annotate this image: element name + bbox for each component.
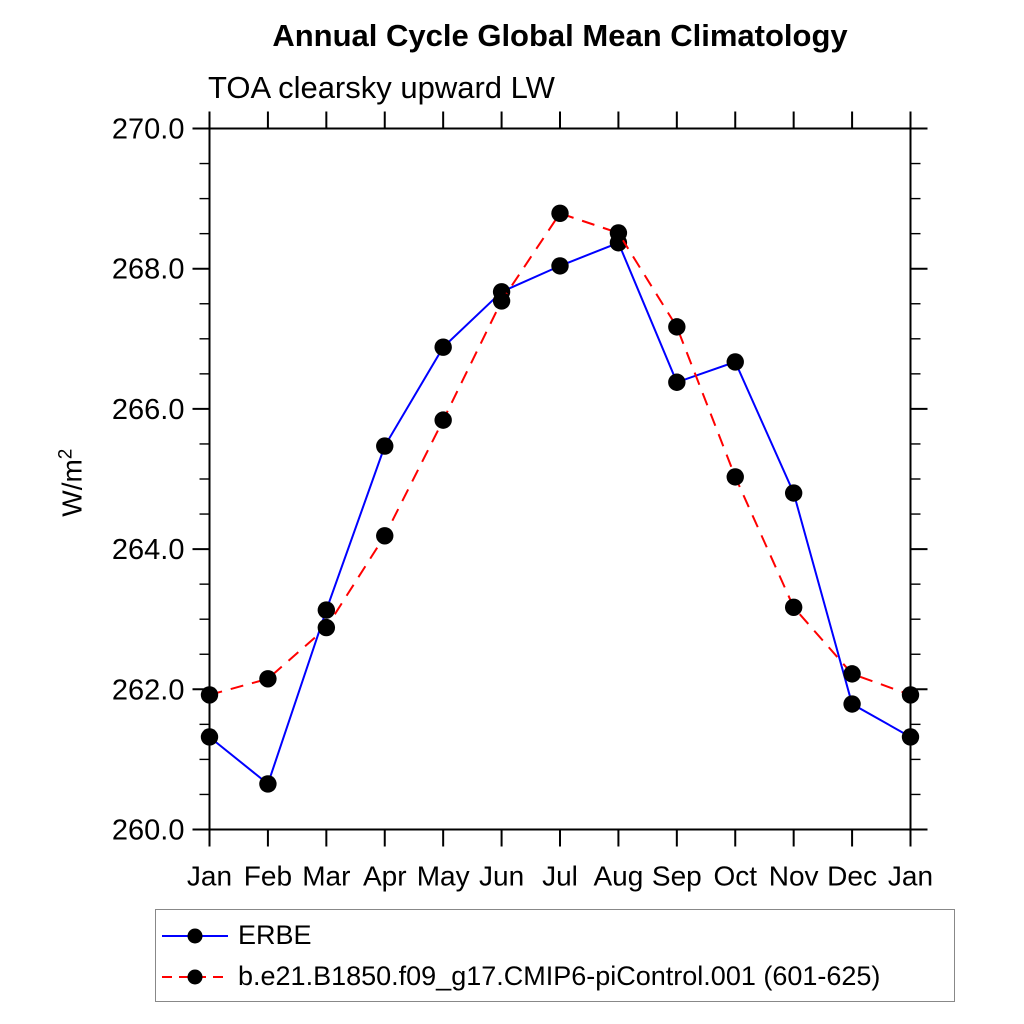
data-point-marker bbox=[726, 353, 744, 371]
data-point-marker bbox=[901, 686, 920, 704]
data-point-marker bbox=[551, 204, 569, 223]
legend-swatch-solid-line bbox=[162, 928, 228, 943]
chart-title: Annual Cycle Global Mean Climatology bbox=[272, 18, 848, 53]
data-point-marker bbox=[784, 598, 803, 616]
chart-subtitle: TOA clearsky upward LW bbox=[208, 70, 555, 105]
x-tick-label: Sep bbox=[652, 861, 702, 892]
x-tick-label: Apr bbox=[363, 861, 407, 892]
data-point-marker bbox=[726, 468, 744, 486]
x-tick-label: Jun bbox=[479, 861, 524, 892]
x-tick-label: Mar bbox=[302, 861, 350, 892]
y-tick-label: 260.0 bbox=[112, 815, 185, 847]
y-tick-label: 268.0 bbox=[112, 254, 185, 286]
legend-entry-model: b.e21.B1850.f09_g17.CMIP6-piControl.001 … bbox=[156, 956, 954, 997]
legend-entry-erbe: ERBE bbox=[156, 915, 954, 956]
data-point-marker bbox=[843, 695, 861, 713]
data-point-marker bbox=[843, 665, 861, 683]
data-point-marker bbox=[434, 411, 452, 429]
y-tick-label: 264.0 bbox=[112, 534, 185, 566]
legend-marker-icon bbox=[187, 969, 203, 984]
x-tick-label: Jul bbox=[542, 861, 578, 892]
data-point-marker bbox=[376, 527, 394, 545]
data-point-marker bbox=[376, 437, 394, 455]
y-tick-label: 270.0 bbox=[112, 114, 185, 146]
legend-box: ERBE b.e21.B1850.f09_g17.CMIP6-piControl… bbox=[155, 909, 955, 1002]
data-point-marker bbox=[901, 728, 920, 746]
data-point-marker bbox=[551, 257, 569, 275]
legend-swatch-dashed-line bbox=[162, 969, 228, 984]
data-point-marker bbox=[668, 373, 686, 391]
y-tick-label: 262.0 bbox=[112, 674, 185, 706]
data-point-marker bbox=[259, 775, 277, 793]
data-point-marker bbox=[200, 728, 219, 746]
series-line-1 bbox=[209, 212, 911, 696]
data-point-marker bbox=[492, 292, 511, 310]
data-point-marker bbox=[317, 601, 336, 619]
data-point-marker bbox=[668, 318, 686, 336]
data-point-marker bbox=[200, 686, 219, 704]
x-tick-label: Feb bbox=[244, 861, 292, 892]
x-tick-label: Dec bbox=[827, 861, 877, 892]
legend-label-erbe: ERBE bbox=[238, 920, 312, 950]
data-point-marker bbox=[317, 618, 336, 637]
x-tick-label: Oct bbox=[713, 861, 757, 892]
data-point-marker bbox=[609, 224, 628, 242]
x-tick-label: Jan bbox=[888, 861, 933, 892]
x-tick-label: Jan bbox=[187, 861, 232, 892]
data-point-marker bbox=[434, 338, 452, 356]
plot-frame bbox=[208, 127, 912, 831]
x-tick-label: May bbox=[417, 861, 470, 892]
x-tick-label: Nov bbox=[769, 861, 819, 892]
x-tick-label: Aug bbox=[594, 861, 644, 892]
legend-marker-icon bbox=[187, 928, 203, 943]
data-point-marker bbox=[259, 670, 277, 688]
y-tick-label: 266.0 bbox=[112, 394, 185, 426]
series-line-0 bbox=[208, 241, 911, 786]
data-point-marker bbox=[784, 484, 803, 502]
legend-label-model: b.e21.B1850.f09_g17.CMIP6-piControl.001 … bbox=[238, 961, 881, 991]
